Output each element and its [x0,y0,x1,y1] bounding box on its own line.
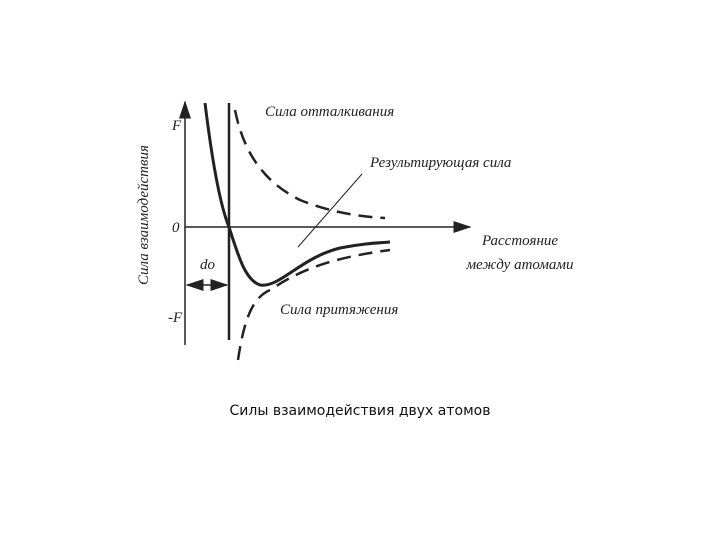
y-axis-title: Сила взаимодействия [136,145,152,285]
zero-label: 0 [172,220,180,236]
repulsive-label: Сила отталкивания [265,104,394,120]
distance-label: do [200,257,216,273]
x-axis-title: Расстояние [481,233,558,249]
resultant-label: Результирующая сила [369,155,511,171]
attractive-curve [236,248,391,361]
repulsive-curve [233,109,386,220]
leader-line [297,173,363,248]
diagram [179,100,472,361]
attractive-label: Сила притяжения [280,302,398,318]
x-axis-title: между атомами [465,257,573,273]
neg-f-label: -F [168,310,183,326]
caption: Силы взаимодействия двух атомов [230,403,491,419]
f-label: F [171,118,182,134]
resultant-curve [203,102,391,287]
